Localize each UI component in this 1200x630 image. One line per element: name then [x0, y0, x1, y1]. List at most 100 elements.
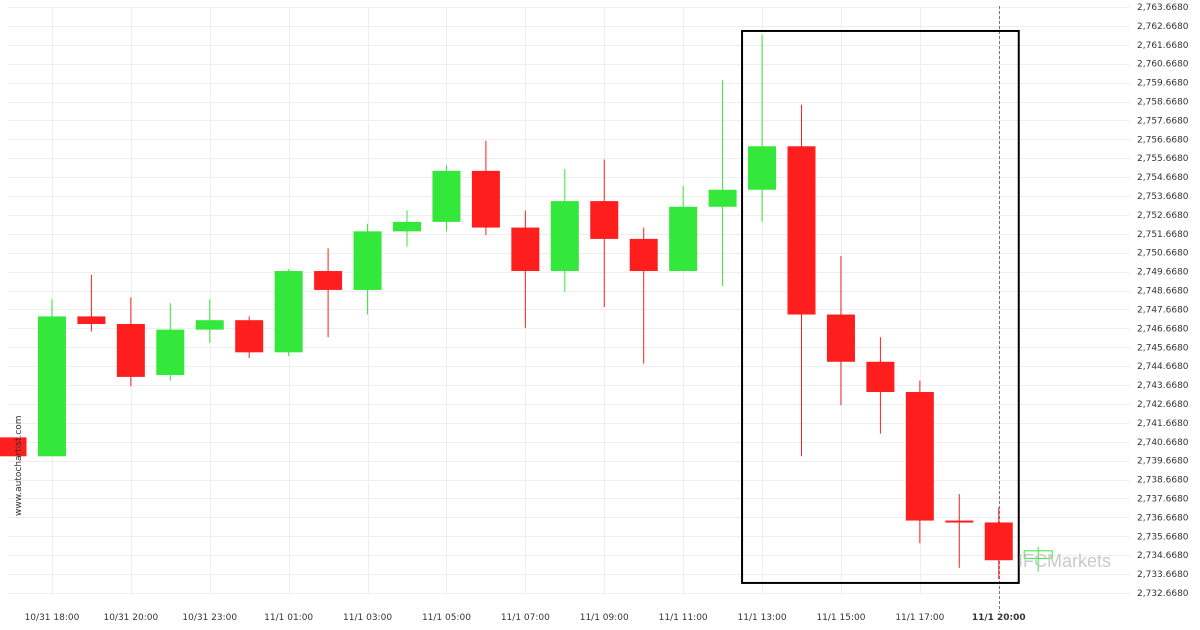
y-tick-label: 2,733.6680 — [1137, 570, 1189, 580]
y-tick-label: 2,747.6680 — [1137, 305, 1189, 315]
y-tick-label: 2,735.6680 — [1137, 532, 1189, 542]
x-tick-label: 11/1 07:00 — [501, 613, 550, 623]
y-tick-label: 2,745.6680 — [1137, 343, 1189, 353]
candle — [905, 380, 934, 544]
grid-lines — [8, 6, 1130, 612]
y-tick-label: 2,759.6680 — [1137, 79, 1189, 89]
candle-body — [708, 189, 737, 207]
x-tick-label: 11/1 20:00 — [972, 613, 1026, 623]
candle-body — [787, 146, 816, 315]
y-tick-label: 2,758.6680 — [1137, 98, 1189, 108]
candle — [353, 223, 382, 315]
y-tick-label: 2,737.6680 — [1137, 494, 1189, 504]
candle — [393, 210, 421, 247]
candle-body — [156, 329, 185, 376]
y-tick-label: 2,752.6680 — [1137, 211, 1189, 221]
candle-body — [590, 201, 619, 239]
candle-body — [826, 314, 855, 362]
candle — [748, 34, 777, 222]
pattern-box — [741, 29, 1020, 584]
y-tick-label: 2,746.6680 — [1137, 324, 1189, 334]
y-tick-label: 2,743.6680 — [1137, 381, 1189, 391]
candle — [116, 297, 145, 387]
x-tick-label: 11/1 09:00 — [580, 613, 629, 623]
watermark-text: www.autochartist.com — [14, 415, 24, 516]
x-tick-label: 11/1 05:00 — [422, 613, 471, 623]
candle-body — [550, 201, 579, 272]
candle-body — [235, 320, 264, 353]
pattern-highlight-box — [741, 29, 1020, 584]
candle — [984, 507, 1013, 580]
candle — [629, 227, 658, 364]
candle-body — [37, 316, 66, 457]
y-tick-label: 2,763.6680 — [1137, 3, 1189, 13]
y-tick-label: 2,740.6680 — [1137, 438, 1189, 448]
candle-body — [1023, 550, 1053, 559]
y-tick-label: 2,761.6680 — [1137, 41, 1189, 51]
candle-body — [195, 320, 224, 330]
y-tick-label: 2,753.6680 — [1137, 192, 1189, 202]
candle — [550, 168, 579, 292]
candle — [471, 140, 500, 236]
candle — [235, 316, 264, 358]
candle — [0, 437, 27, 457]
y-tick-label: 2,755.6680 — [1137, 154, 1189, 164]
y-tick-label: 2,732.6680 — [1137, 589, 1189, 599]
x-tick-label: 11/1 01:00 — [264, 613, 313, 623]
x-tick-label: 10/31 20:00 — [103, 613, 158, 623]
candle-body — [393, 221, 421, 232]
candle — [37, 299, 66, 457]
candle-body — [314, 271, 343, 290]
candle-body — [984, 522, 1013, 561]
candle-body — [432, 170, 461, 222]
y-tick-label: 2,762.6680 — [1137, 22, 1189, 32]
y-tick-label: 2,750.6680 — [1137, 249, 1189, 259]
candle — [432, 165, 461, 232]
x-tick-label: 11/1 17:00 — [895, 613, 944, 623]
x-tick-label: 11/1 13:00 — [738, 613, 787, 623]
x-tick-label: 10/31 18:00 — [25, 613, 80, 623]
y-tick-label: 2,742.6680 — [1137, 400, 1189, 410]
y-tick-label: 2,748.6680 — [1137, 287, 1189, 297]
candle — [77, 274, 106, 332]
candle — [590, 159, 619, 307]
candle-body — [274, 271, 303, 353]
x-axis: 10/31 18:00 10/31 20:00 10/31 23:00 11/1 01… — [25, 613, 1026, 623]
y-tick-label: 2,738.6680 — [1137, 476, 1189, 486]
y-tick-label: 2,744.6680 — [1137, 362, 1189, 372]
candle-body — [629, 238, 658, 272]
candle-body — [945, 520, 974, 523]
candle-body — [511, 227, 540, 272]
candle — [511, 210, 540, 328]
candle-body — [353, 231, 382, 290]
y-tick-label: 2,754.6680 — [1137, 173, 1189, 183]
candle — [195, 299, 224, 343]
y-tick-label: 2,734.6680 — [1137, 551, 1189, 561]
candle-body — [748, 146, 777, 190]
candle-body — [77, 316, 106, 324]
y-axis: 2,732.6680 2,733.6680 2,734.6680 2,735.6680… — [1137, 3, 1189, 599]
candle — [669, 185, 698, 272]
y-tick-label: 2,757.6680 — [1137, 116, 1189, 126]
candle-body — [471, 170, 500, 228]
candle — [866, 337, 895, 434]
candle-body — [669, 206, 698, 272]
y-tick-label: 2,739.6680 — [1137, 457, 1189, 467]
candle-body — [905, 392, 934, 521]
candle — [708, 80, 737, 287]
candle — [314, 248, 343, 338]
candle — [945, 494, 974, 568]
candle-body — [116, 323, 145, 377]
candle-body — [866, 361, 895, 393]
brand-logo-text: IFCMarkets — [1018, 551, 1112, 571]
candle — [787, 104, 816, 457]
y-tick-label: 2,751.6680 — [1137, 230, 1189, 240]
candle — [826, 255, 855, 406]
x-tick-label: 10/31 23:00 — [182, 613, 237, 623]
y-tick-label: 2,749.6680 — [1137, 268, 1189, 278]
x-tick-label: 11/1 11:00 — [659, 613, 708, 623]
candle — [274, 269, 303, 357]
x-tick-label: 11/1 15:00 — [816, 613, 865, 623]
candle — [1023, 547, 1053, 572]
